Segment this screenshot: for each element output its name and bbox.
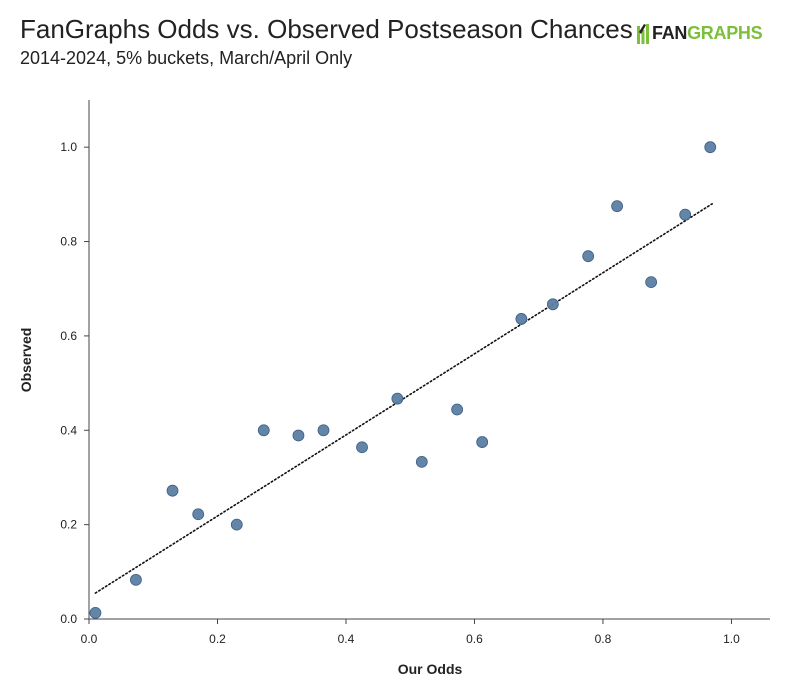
data-point xyxy=(356,441,368,454)
batter-icon xyxy=(637,24,649,44)
data-point xyxy=(192,508,205,521)
chart-subtitle: 2014-2024, 5% buckets, March/April Only xyxy=(20,48,353,68)
data-point xyxy=(257,424,270,437)
x-tick-label: 0.6 xyxy=(466,632,483,646)
data-point xyxy=(515,313,528,325)
data-point xyxy=(166,484,179,497)
data-point xyxy=(546,298,559,311)
data-point xyxy=(129,573,142,586)
axes: 0.0 0.2 0.4 0.6 0.8 1.0 0.0 0.2 0.4 0.6 0.8 1.0 xyxy=(60,100,770,646)
points-group xyxy=(89,141,717,619)
data-point xyxy=(317,424,330,437)
chart-title: FanGraphs Odds vs. Observed Postseason C… xyxy=(20,14,633,44)
data-point xyxy=(476,436,489,448)
y-tick-label: 1.0 xyxy=(60,140,77,154)
data-point xyxy=(645,276,658,289)
y-tick-label: 0.4 xyxy=(60,423,77,437)
y-tick-label: 0.2 xyxy=(60,518,77,532)
data-point xyxy=(679,208,692,221)
trendline-group xyxy=(94,203,713,594)
trendline xyxy=(94,203,713,594)
x-tick-label: 0.4 xyxy=(338,632,355,646)
y-tick-label: 0.8 xyxy=(60,235,77,249)
y-tick-label: 0.0 xyxy=(60,612,77,626)
data-point xyxy=(292,429,305,442)
data-point xyxy=(704,141,717,154)
x-tick-label: 0.8 xyxy=(595,632,612,646)
logo-fan-text: FAN xyxy=(652,22,688,43)
data-point xyxy=(451,403,464,416)
y-tick-label: 0.6 xyxy=(60,329,77,343)
data-point xyxy=(415,455,428,468)
fangraphs-logo: FAN GRAPHS xyxy=(636,20,763,46)
data-point xyxy=(230,518,243,531)
data-point xyxy=(611,200,623,213)
x-tick-label: 0.2 xyxy=(209,632,226,646)
x-tick-label: 1.0 xyxy=(723,632,740,646)
logo-graphs-text: GRAPHS xyxy=(687,22,763,43)
data-point xyxy=(89,606,102,619)
x-axis-label: Our Odds xyxy=(398,661,463,677)
data-point xyxy=(582,250,595,263)
x-tick-label: 0.0 xyxy=(81,632,98,646)
y-axis-label: Observed xyxy=(18,328,34,393)
data-point xyxy=(391,392,404,405)
